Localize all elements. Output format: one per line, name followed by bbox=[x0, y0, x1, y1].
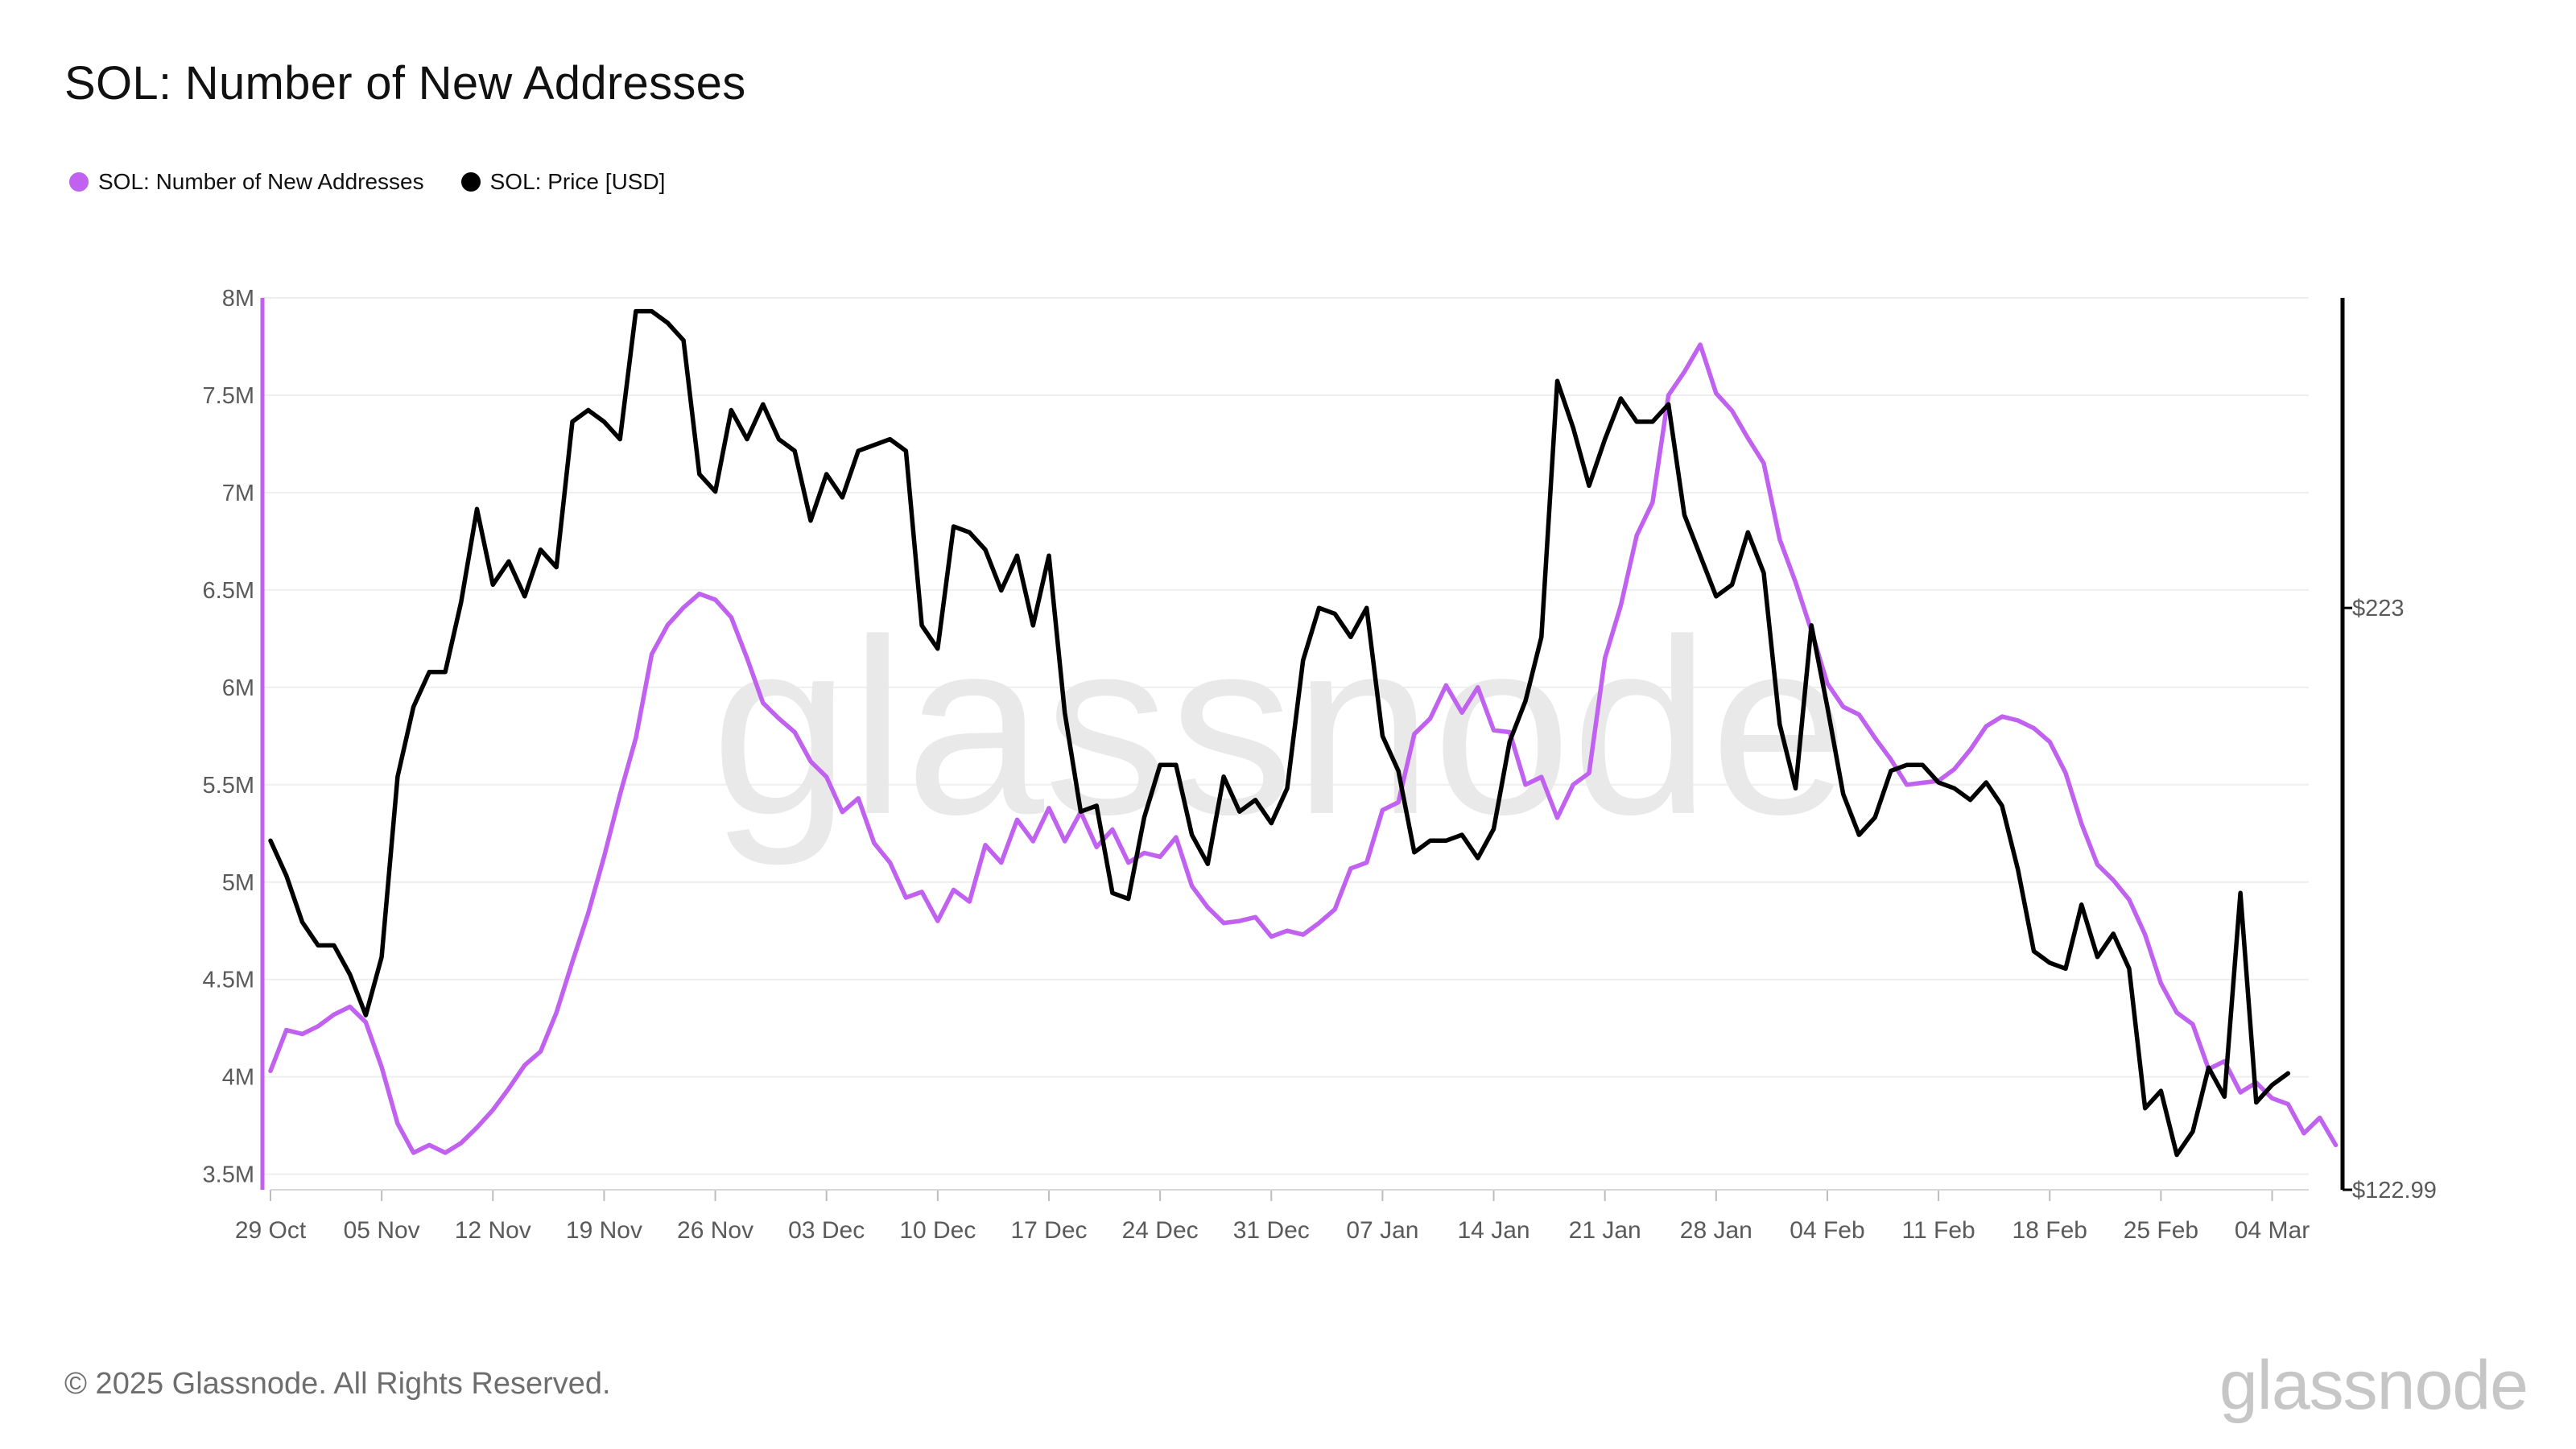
x-tick-label: 18 Feb bbox=[2013, 1217, 2087, 1244]
x-tick-label: 04 Feb bbox=[1790, 1217, 1864, 1244]
y-right-tick-label: $223 bbox=[2352, 596, 2405, 621]
x-tick-label: 11 Feb bbox=[1902, 1217, 1975, 1244]
legend-item-price[interactable]: SOL: Price [USD] bbox=[460, 169, 666, 195]
series-layer bbox=[268, 308, 2339, 1158]
x-tick-label: 21 Jan bbox=[1569, 1217, 1641, 1244]
y-left-tick-label: 6.5M bbox=[203, 578, 254, 604]
chart-legend: SOL: Number of New Addresses SOL: Price … bbox=[69, 169, 665, 195]
x-tick-label: 26 Nov bbox=[677, 1217, 753, 1244]
x-tick-label: 04 Mar bbox=[2235, 1217, 2310, 1244]
legend-item-new-addresses[interactable]: SOL: Number of New Addresses bbox=[69, 169, 424, 195]
y-left-tick-label: 5.5M bbox=[203, 773, 254, 799]
chart-title: SOL: Number of New Addresses bbox=[64, 57, 746, 109]
x-tick-label: 14 Jan bbox=[1458, 1217, 1530, 1244]
legend-label-price: SOL: Price [USD] bbox=[489, 169, 666, 194]
x-tick-label: 31 Dec bbox=[1233, 1217, 1310, 1244]
x-tick-label: 05 Nov bbox=[344, 1217, 420, 1244]
legend-label-new-addresses: SOL: Number of New Addresses bbox=[98, 169, 424, 194]
watermark-text: glassnode bbox=[711, 587, 1848, 868]
y-left-tick-label: 3.5M bbox=[203, 1162, 254, 1188]
x-tick-label: 03 Dec bbox=[788, 1217, 865, 1244]
y-left-tick-label: 5M bbox=[222, 870, 254, 896]
y-left-tick-label: 7.5M bbox=[203, 383, 254, 409]
y-left-tick-label: 4.5M bbox=[203, 968, 254, 993]
y-left-tick-label: 7M bbox=[222, 481, 254, 506]
axes-layer: 3.5M 4M 4.5M 5M 5.5M 6M 6.5M 7M 7.5M 8M 29 Oct 05 N… bbox=[203, 286, 2437, 1244]
x-tick-label: 10 Dec bbox=[899, 1217, 976, 1244]
series-line-new-addresses bbox=[268, 342, 2339, 1155]
x-tick-label: 25 Feb bbox=[2124, 1217, 2198, 1244]
x-tick-label: 28 Jan bbox=[1680, 1217, 1752, 1244]
x-tick-label: 24 Dec bbox=[1122, 1217, 1199, 1244]
x-tick-label: 07 Jan bbox=[1346, 1217, 1418, 1244]
y-right-tick-label: $122.99 bbox=[2352, 1178, 2437, 1203]
x-tick-label: 17 Dec bbox=[1010, 1217, 1087, 1244]
y-left-tick-label: 8M bbox=[222, 286, 254, 312]
x-tick-label: 12 Nov bbox=[455, 1217, 531, 1244]
y-left-tick-label: 4M bbox=[222, 1065, 254, 1091]
legend-dot-new-addresses bbox=[69, 172, 89, 192]
x-tick-label: 19 Nov bbox=[566, 1217, 642, 1244]
y-left-tick-label: 6M bbox=[222, 675, 254, 701]
x-tick-label: 29 Oct bbox=[235, 1217, 307, 1244]
legend-dot-price bbox=[460, 172, 481, 192]
copyright-text: © 2025 Glassnode. All Rights Reserved. bbox=[64, 1367, 611, 1401]
glassnode-logo[interactable]: glassnode bbox=[2219, 1347, 2529, 1424]
series-line-price bbox=[268, 308, 2291, 1158]
grid-layer bbox=[262, 297, 2309, 1175]
